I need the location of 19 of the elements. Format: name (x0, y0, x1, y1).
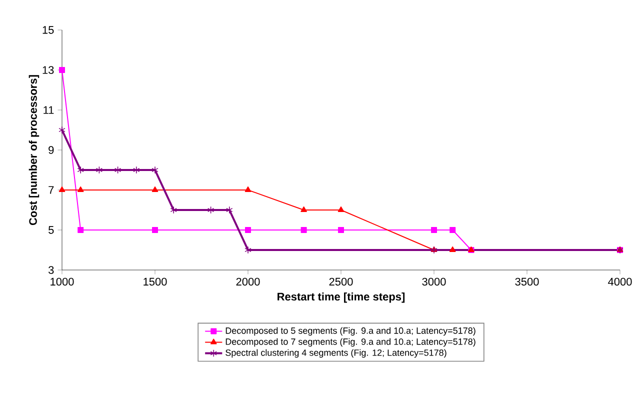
x-axis-title: Restart time [time steps] (278, 292, 405, 303)
legend-label: Decomposed to 5 segments (Fig. 9.a and 10.a; Latency=5178) (226, 327, 476, 336)
y-tick-label: 15 (42, 26, 54, 34)
y-axis-title: Cost [number of processors] (28, 75, 40, 226)
y-tick-label: 11 (44, 106, 54, 114)
x-tick-label: 3000 (422, 278, 446, 286)
x-tick-label: 1500 (144, 278, 167, 286)
y-tick-label: 7 (48, 186, 54, 194)
legend-label: Decomposed to 7 segments (Fig. 9.a and 10.a; Latency=5178) (226, 338, 476, 347)
y-tick-label: 9 (48, 146, 54, 154)
y-tick-label: 5 (48, 226, 54, 234)
y-tick-label: 13 (42, 66, 54, 74)
y-tick-label: 3 (48, 266, 54, 274)
x-tick-label: 1000 (50, 278, 74, 286)
x-tick-label: 3500 (515, 278, 539, 286)
legend-label: Spectral clustering 4 segments (Fig. 12; Latency=5178) (226, 349, 446, 358)
x-tick-label: 2500 (329, 278, 353, 286)
x-tick-label: 2000 (236, 278, 260, 286)
x-tick-label: 4000 (608, 278, 632, 286)
